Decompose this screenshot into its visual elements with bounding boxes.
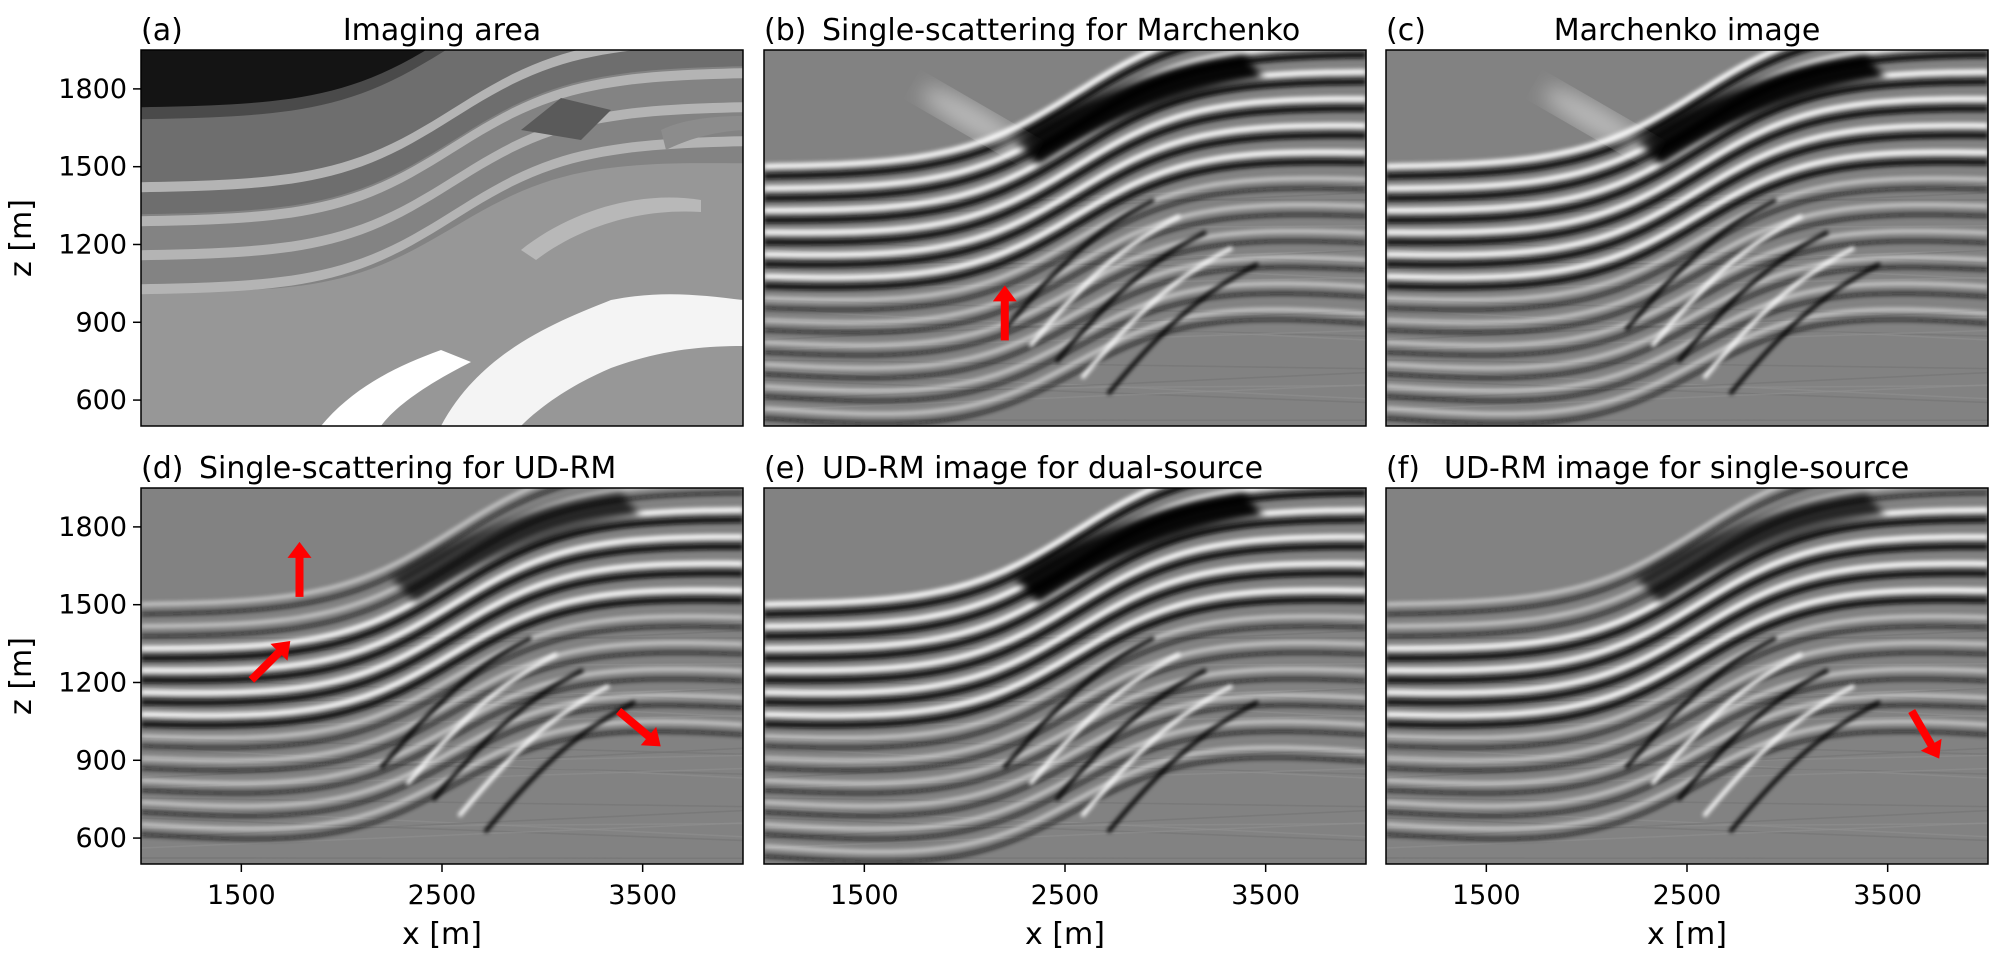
red-arrow-icon <box>1908 709 1942 759</box>
panel-title: Marchenko image <box>1554 13 1821 48</box>
y-tick-label: 1200 <box>58 229 127 260</box>
y-tick-label: 600 <box>75 385 127 416</box>
panels: (a) Imaging area 600 900 1200 1500 1800 z [m] (b… <box>4 13 1989 952</box>
y-tick-label: 1800 <box>58 512 127 543</box>
panel-title: Imaging area <box>343 13 541 48</box>
x-tick-label: 3500 <box>1853 880 1922 911</box>
x-tick-label: 2500 <box>408 880 477 911</box>
panel-b: (b) Single-scattering for Marchenko <box>763 13 1367 427</box>
panel-label: (a) <box>141 13 183 48</box>
panel-title: UD-RM image for dual-source <box>822 451 1263 486</box>
x-tick-label: 1500 <box>207 880 276 911</box>
red-arrow-icon <box>287 541 312 597</box>
panel-image-b <box>764 50 1366 426</box>
panel-title: UD-RM image for single-source <box>1444 451 1909 486</box>
x-tick-label: 1500 <box>1452 880 1521 911</box>
panel-label: (c) <box>1386 13 1426 48</box>
y-axis-label: z [m] <box>4 637 39 715</box>
x-axis-label: x [m] <box>402 917 482 952</box>
panel-frame <box>1385 49 1989 427</box>
y-tick-label: 1200 <box>58 667 127 698</box>
x-axis-label: x [m] <box>1647 917 1727 952</box>
panel-label: (f) <box>1386 451 1420 486</box>
y-tick-label: 1500 <box>58 590 127 621</box>
panel-title: Single-scattering for Marchenko <box>822 13 1300 48</box>
y-tick-label: 1500 <box>58 152 127 183</box>
x-tick-label: 1500 <box>830 880 899 911</box>
red-arrow-icon <box>616 707 661 747</box>
panel-d: (d) Single-scattering for UD-RM 600 900 1200… <box>4 451 744 952</box>
panel-f: (f) UD-RM image for single-source 1500 2500… <box>1385 451 1989 952</box>
panel-e: (e) UD-RM image for dual-source 1500 2500 35… <box>763 451 1367 952</box>
panel-c: (c) Marchenko image <box>1385 13 1989 427</box>
x-tick-label: 3500 <box>608 880 677 911</box>
panel-image-f <box>1386 488 1988 864</box>
y-tick-label: 1800 <box>58 74 127 105</box>
y-tick-label: 900 <box>75 307 127 338</box>
panel-title: Single-scattering for UD-RM <box>199 451 616 486</box>
y-tick-label: 900 <box>75 745 127 776</box>
panel-frame <box>763 49 1367 427</box>
x-tick-label: 3500 <box>1231 880 1300 911</box>
x-axis-label: x [m] <box>1025 917 1105 952</box>
panel-image-a <box>141 50 743 426</box>
red-arrow-icon <box>248 641 291 683</box>
panel-frame <box>140 49 744 427</box>
panel-label: (d) <box>141 451 183 486</box>
panel-image-d <box>141 488 743 864</box>
y-axis-label: z [m] <box>4 199 39 277</box>
panel-label: (e) <box>764 451 806 486</box>
panel-image-c <box>1386 50 1988 426</box>
red-arrow-icon <box>992 285 1017 341</box>
panel-label: (b) <box>764 13 806 48</box>
y-tick-label: 600 <box>75 823 127 854</box>
x-tick-label: 2500 <box>1031 880 1100 911</box>
x-tick-label: 2500 <box>1653 880 1722 911</box>
panel-image-e <box>764 488 1366 864</box>
panel-a: (a) Imaging area 600 900 1200 1500 1800 z [m] <box>4 13 744 427</box>
